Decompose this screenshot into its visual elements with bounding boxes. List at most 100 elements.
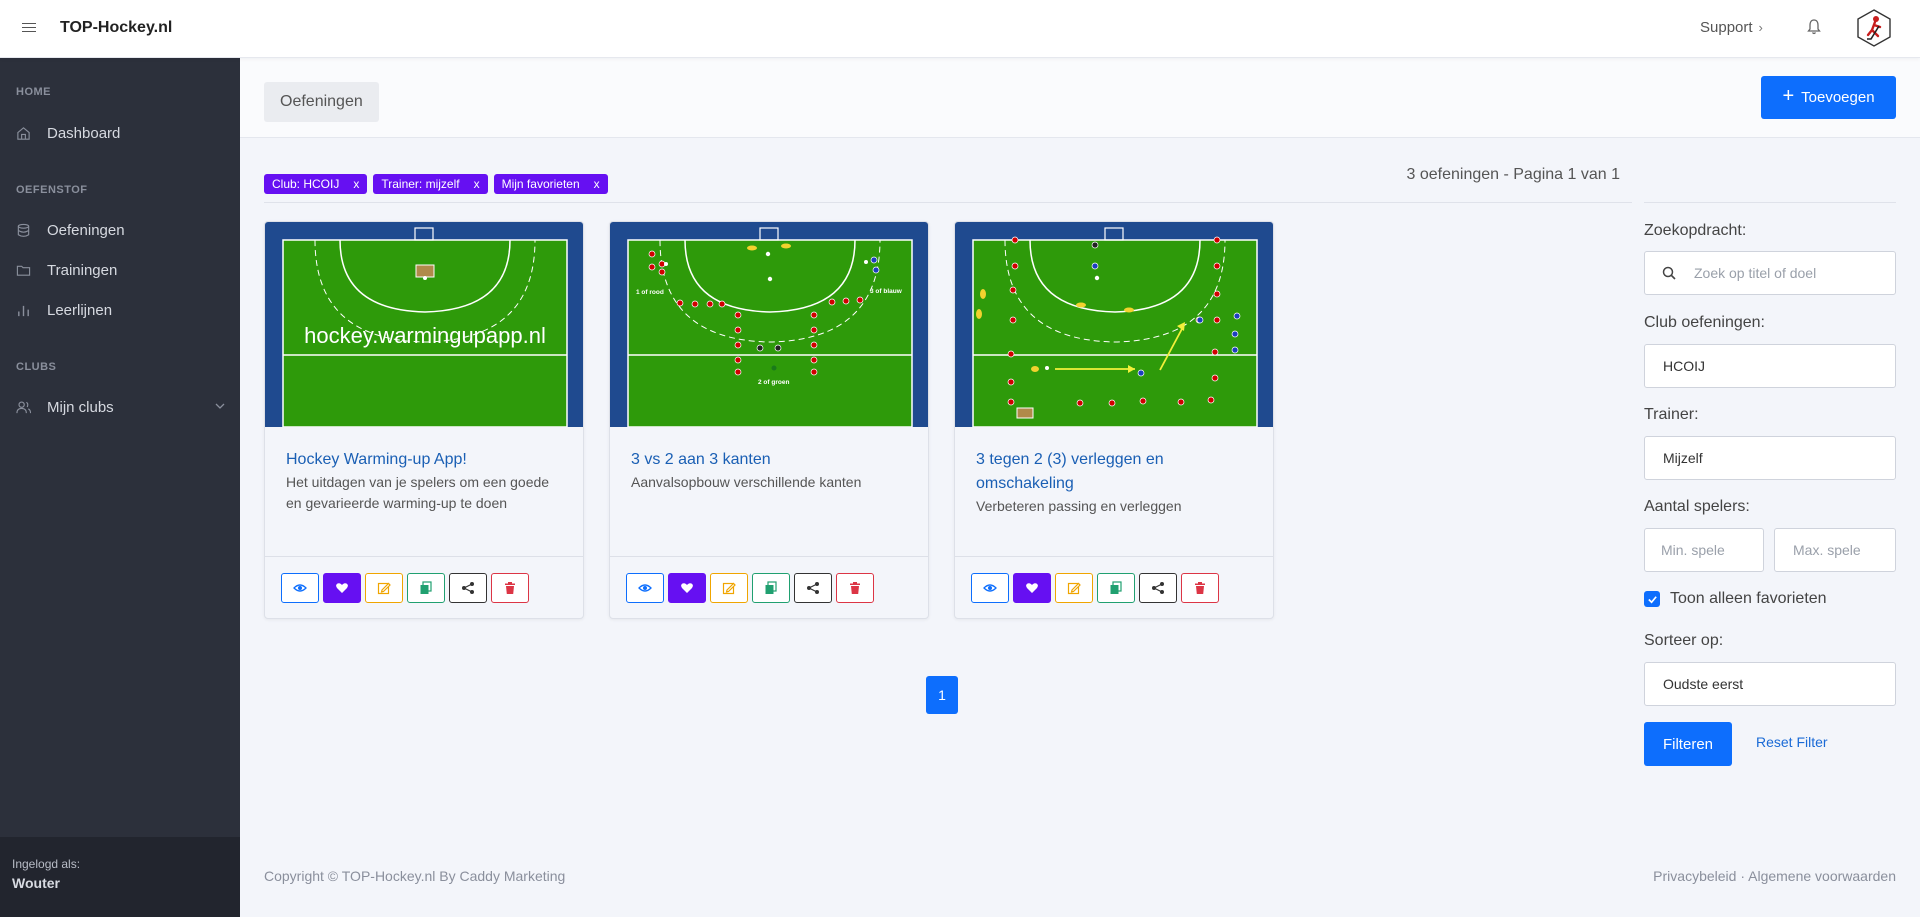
copy-button[interactable] — [407, 573, 445, 603]
copy-button[interactable] — [1097, 573, 1135, 603]
support-label: Support — [1700, 19, 1753, 36]
exercise-card: 1 of rood 3 of blauw 2 of groen 3 vs 2 a… — [609, 221, 929, 619]
active-filter-chips: Club: HCOIJ x Trainer: mijzelf x Mijn favo… — [264, 174, 608, 194]
checkmark-icon — [1647, 595, 1657, 603]
delete-button[interactable] — [491, 573, 529, 603]
brand-title[interactable]: TOP-Hockey.nl — [60, 19, 173, 36]
chevron-down-icon[interactable] — [214, 400, 226, 412]
trash-icon — [505, 582, 515, 594]
trash-icon — [850, 582, 860, 594]
card-actions — [626, 573, 874, 603]
copy-button[interactable] — [752, 573, 790, 603]
eye-icon — [638, 584, 652, 592]
view-button[interactable] — [626, 573, 664, 603]
overlay-text: hockey.warmingupapp.nl — [304, 323, 546, 348]
eye-icon — [293, 584, 307, 592]
card-title[interactable]: Hockey Warming-up App! — [286, 451, 467, 468]
bar-chart-icon — [18, 305, 29, 316]
favorite-button[interactable] — [668, 573, 706, 603]
hockey-player-avatar-icon[interactable] — [1854, 8, 1894, 48]
plus-icon: + — [1782, 85, 1795, 107]
sidebar-item-trainingen[interactable]: Trainingen — [16, 258, 226, 282]
view-button[interactable] — [971, 573, 1009, 603]
login-label: Ingelogd als: — [12, 857, 81, 871]
chip-label: Club: HCOIJ — [272, 177, 340, 191]
footer-links: Privacybeleid · Algemene voorwaarden — [1600, 868, 1896, 884]
edit-button[interactable] — [1055, 573, 1093, 603]
page-header: Oefeningen + Toevoegen — [240, 58, 1920, 138]
close-icon[interactable]: x — [353, 177, 360, 191]
delete-button[interactable] — [1181, 573, 1219, 603]
field-diagram-thumbnail[interactable]: 1 of rood 3 of blauw 2 of groen — [610, 222, 929, 427]
trainer-input[interactable] — [1644, 436, 1896, 480]
home-icon — [17, 126, 30, 140]
min-players-input[interactable] — [1644, 528, 1764, 572]
sidebar-item-oefeningen[interactable]: Oefeningen — [16, 218, 226, 242]
chip-favorites[interactable]: Mijn favorieten x — [493, 174, 608, 194]
sidebar-item-mijn-clubs[interactable]: Mijn clubs — [16, 395, 226, 419]
delete-button[interactable] — [836, 573, 874, 603]
divider — [264, 202, 1632, 203]
club-input[interactable] — [1644, 344, 1896, 388]
divider — [955, 556, 1273, 557]
search-input[interactable] — [1644, 251, 1896, 295]
copy-icon — [1110, 581, 1122, 594]
trash-icon — [1195, 582, 1205, 594]
support-link[interactable]: Support › — [1700, 19, 1763, 36]
sort-select[interactable] — [1644, 662, 1896, 706]
favorites-label[interactable]: Toon alleen favorieten — [1670, 590, 1827, 607]
add-button[interactable]: + Toevoegen — [1761, 76, 1896, 119]
favorite-button[interactable] — [1013, 573, 1051, 603]
field-diagram-thumbnail[interactable]: hockey.warmingupapp.nl — [265, 222, 584, 427]
trainer-label: Trainer: — [1644, 406, 1699, 423]
sidebar-item-leerlijnen[interactable]: Leerlijnen — [16, 298, 226, 322]
share-icon — [462, 582, 474, 594]
exercise-card: 3 tegen 2 (3) verleggen en omschakeling … — [954, 221, 1274, 619]
share-button[interactable] — [449, 573, 487, 603]
reset-filter-link[interactable]: Reset Filter — [1756, 734, 1828, 750]
copy-icon — [420, 581, 432, 594]
field-diagram-thumbnail[interactable] — [955, 222, 1274, 427]
search-icon — [1662, 266, 1676, 280]
share-button[interactable] — [1139, 573, 1177, 603]
folder-icon — [16, 265, 31, 276]
card-title[interactable]: 3 vs 2 aan 3 kanten — [631, 451, 771, 468]
chevron-right-icon: › — [1758, 20, 1763, 35]
favorite-button[interactable] — [323, 573, 361, 603]
chip-trainer[interactable]: Trainer: mijzelf x — [373, 174, 488, 194]
sidebar-item-label: Trainingen — [47, 261, 118, 279]
privacy-link[interactable]: Privacybeleid — [1653, 868, 1737, 884]
bell-icon[interactable] — [1806, 18, 1822, 36]
chip-label: Mijn favorieten — [501, 177, 580, 191]
favorites-checkbox[interactable] — [1644, 591, 1660, 607]
share-button[interactable] — [794, 573, 832, 603]
sidebar-item-dashboard[interactable]: Dashboard — [16, 121, 226, 145]
sidebar-item-label: Mijn clubs — [47, 398, 114, 416]
heart-icon — [681, 583, 693, 593]
menu-icon[interactable] — [22, 20, 36, 34]
pagination-page-1[interactable]: 1 — [926, 676, 958, 714]
login-info: Ingelogd als: Wouter — [0, 837, 240, 917]
terms-link[interactable]: Algemene voorwaarden — [1748, 868, 1896, 884]
edit-button[interactable] — [365, 573, 403, 603]
search-field — [1644, 251, 1896, 295]
chip-club[interactable]: Club: HCOIJ x — [264, 174, 368, 194]
sidebar-item-label: Leerlijnen — [47, 301, 113, 319]
divider — [1644, 202, 1896, 203]
close-icon[interactable]: x — [593, 177, 600, 191]
database-icon — [17, 223, 30, 237]
card-description: Verbeteren passing en verleggen — [976, 498, 1182, 514]
max-players-input[interactable] — [1774, 528, 1896, 572]
sidebar-item-label: Dashboard — [47, 124, 121, 142]
close-icon[interactable]: x — [473, 177, 480, 191]
diagram-label: 3 of blauw — [870, 288, 903, 295]
card-title[interactable]: 3 tegen 2 (3) verleggen en omschakeling — [976, 451, 1164, 492]
filter-button[interactable]: Filteren — [1644, 722, 1732, 766]
footer-copyright: Copyright © TOP-Hockey.nl By Caddy Marke… — [264, 868, 566, 884]
view-button[interactable] — [281, 573, 319, 603]
diagram-label: 2 of groen — [758, 379, 789, 386]
club-label: Club oefeningen: — [1644, 314, 1765, 331]
edit-button[interactable] — [710, 573, 748, 603]
breadcrumb[interactable]: Oefeningen — [264, 82, 379, 122]
card-actions — [971, 573, 1219, 603]
